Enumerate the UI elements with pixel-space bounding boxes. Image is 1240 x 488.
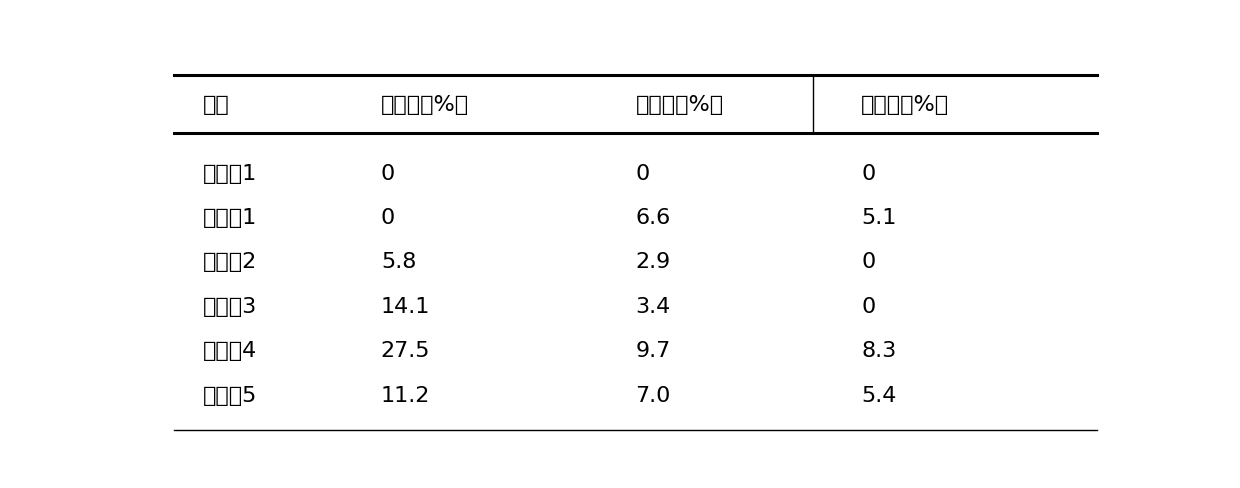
Text: 5.8: 5.8 bbox=[381, 252, 417, 272]
Text: 对比例1: 对比例1 bbox=[203, 207, 258, 227]
Text: 0: 0 bbox=[862, 252, 875, 272]
Text: 2.9: 2.9 bbox=[635, 252, 671, 272]
Text: 对比例2: 对比例2 bbox=[203, 252, 258, 272]
Text: 0: 0 bbox=[381, 163, 396, 183]
Text: 8.3: 8.3 bbox=[862, 341, 897, 361]
Text: 0: 0 bbox=[862, 163, 875, 183]
Text: 虫害率（%）: 虫害率（%） bbox=[862, 95, 950, 115]
Text: 11.2: 11.2 bbox=[381, 385, 430, 405]
Text: 9.7: 9.7 bbox=[635, 341, 671, 361]
Text: 5.1: 5.1 bbox=[862, 207, 897, 227]
Text: 萌蘖率（%）: 萌蘖率（%） bbox=[381, 95, 469, 115]
Text: 对比例3: 对比例3 bbox=[203, 296, 258, 316]
Text: 0: 0 bbox=[635, 163, 650, 183]
Text: 组别: 组别 bbox=[203, 95, 229, 115]
Text: 5.4: 5.4 bbox=[862, 385, 897, 405]
Text: 实施例1: 实施例1 bbox=[203, 163, 258, 183]
Text: 对比例4: 对比例4 bbox=[203, 341, 258, 361]
Text: 7.0: 7.0 bbox=[635, 385, 671, 405]
Text: 0: 0 bbox=[862, 296, 875, 316]
Text: 3.4: 3.4 bbox=[635, 296, 671, 316]
Text: 14.1: 14.1 bbox=[381, 296, 430, 316]
Text: 对比例5: 对比例5 bbox=[203, 385, 258, 405]
Text: 27.5: 27.5 bbox=[381, 341, 430, 361]
Text: 0: 0 bbox=[381, 207, 396, 227]
Text: 发病率（%）: 发病率（%） bbox=[635, 95, 724, 115]
Text: 6.6: 6.6 bbox=[635, 207, 671, 227]
